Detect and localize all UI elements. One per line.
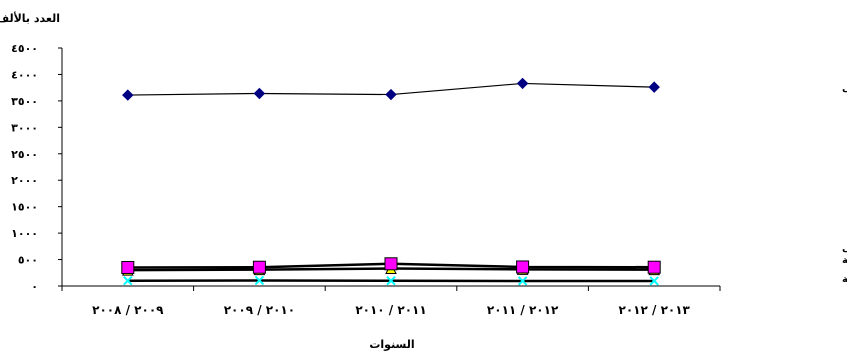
x-tick-label: ٢٠١٠ / ٢٠٠٩ (224, 303, 295, 317)
series-label: الجمعيات التعاونية للثروة المائية (842, 274, 847, 285)
axes: ٠ ٥٠٠ ١٠٠٠ ١٥٠٠ ٢٠٠٠ ٢٥٠٠ ٣٠٠٠ ٣٥٠٠ ٤٠٠٠ ٤٥٠٠ ٢٠٠٩… (11, 42, 721, 317)
y-tick-label: ٥٠٠ (18, 254, 38, 267)
y-tick-label: ١٠٠٠ (11, 227, 38, 240)
data-point-diamond (122, 89, 134, 101)
y-tick-label: ٠ (31, 280, 38, 293)
x-tick-label: ٢٠١١ / ٢٠١٠ (355, 303, 426, 317)
y-tick-label: ١٥٠٠ (11, 201, 38, 214)
y-tick-label: ٣٠٠٠ (11, 121, 38, 134)
x-tick-label: ٢٠١٢ / ٢٠١١ (487, 303, 559, 317)
data-point-diamond (253, 87, 266, 100)
data-point-x (517, 276, 528, 286)
data-point-square (252, 260, 266, 274)
y-axis-title: العدد بالألف (0, 11, 60, 25)
y-tick-label: ٢٠٠٠ (11, 174, 38, 187)
data-point-diamond (516, 77, 529, 90)
x-axis-title: السنوات (369, 338, 414, 351)
x-tick-label: ٢٠٠٩ / ٢٠٠٨ (92, 303, 164, 317)
data-point-square (121, 260, 135, 274)
series-group (121, 77, 661, 286)
y-tick-label: ٢٥٠٠ (11, 148, 38, 161)
data-point-square (647, 260, 661, 274)
x-tick-label: ٢٠١٣ / ٢٠١٢ (619, 303, 691, 317)
data-point-diamond (648, 81, 660, 93)
data-point-x (649, 276, 659, 286)
data-point-x (123, 276, 133, 286)
data-point-diamond (385, 88, 397, 101)
series-label: الجمعيات التعاونية للأراضى المستصلحة (842, 253, 847, 266)
data-point-square (384, 257, 398, 271)
series-label: الجمعيات التعاونية للإئتمان الزراعى (842, 83, 847, 94)
y-tick-label: ٤٠٠٠ (11, 68, 38, 81)
data-point-x (386, 276, 396, 286)
y-tick-label: ٤٥٠٠ (11, 42, 38, 55)
series-label: الجمعيات التعاونية للإصلاح الزراعى (842, 243, 847, 254)
data-point-square (516, 260, 530, 274)
y-tick-label: ٣٥٠٠ (11, 95, 38, 108)
series-labels: الجمعيات التعاونية للإئتمان الزراعى الجمع… (842, 83, 847, 285)
data-point-x (254, 275, 265, 286)
